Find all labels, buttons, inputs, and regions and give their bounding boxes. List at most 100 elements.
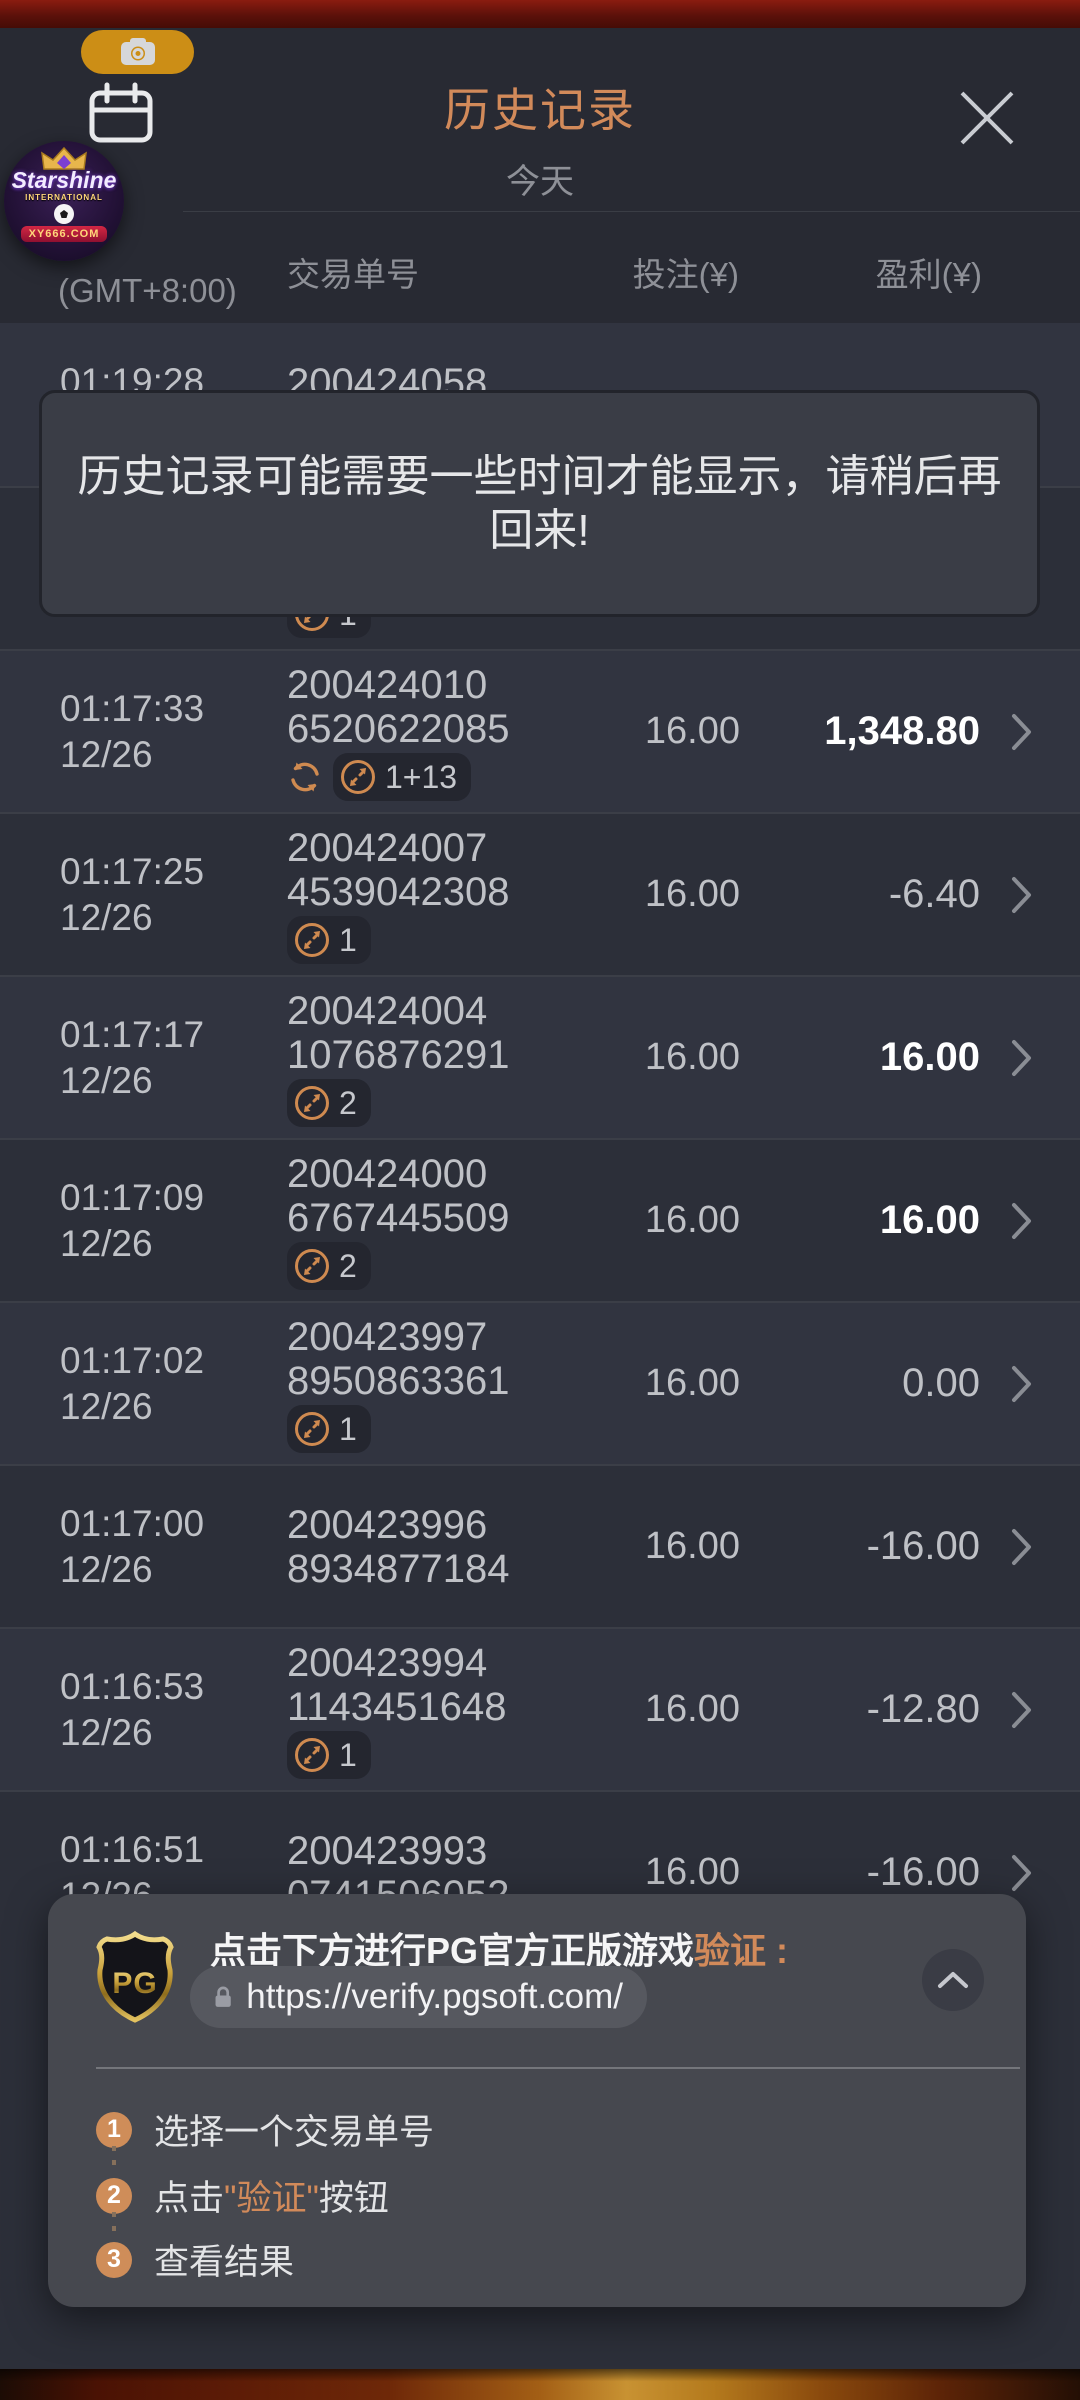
bonus-count-badge: 1 [287,1730,371,1779]
chevron-right-icon [1012,1528,1031,1565]
logo-ribbon: XY666.COM [20,226,108,242]
calendar-icon [89,82,153,143]
replay-icon [291,762,319,791]
chevron-right-icon [1012,1854,1031,1891]
row-bet-amount: 16.00 [644,1036,740,1078]
row-bet-amount: 16.00 [644,1688,740,1730]
toast-text-line2: 回来! [489,505,590,555]
panel-divider [96,2067,1020,2069]
bonus-count-badge: 1 [287,915,371,964]
column-bet: 投注(¥) [632,256,739,293]
verify-url: https://verify.pgsoft.com/ [246,1977,623,2016]
close-icon [960,91,1014,145]
chevron-right-icon [1012,1202,1031,1239]
bonus-count-badge: 1+13 [333,752,472,801]
row-bet-amount: 16.00 [644,1851,740,1893]
step-number-badge: 1 [96,2111,132,2148]
row-transaction-id: 200423994 1143451648 1 [287,1629,507,1790]
history-row[interactable]: 01:17:25 12/26 200424007 4539042308 [0,812,1080,975]
row-transaction-id: 200423997 8950863361 1 [287,1303,509,1464]
page-title: 历史记录 [444,84,636,136]
bonus-count-badge: 1 [287,1404,371,1453]
screenshot-button[interactable] [81,30,194,74]
verify-step-3: 3 查看结果 [96,2234,294,2285]
collapse-panel-button[interactable] [922,1949,984,2011]
row-time: 01:17:00 12/26 [60,1502,205,1590]
row-transaction-id: 200424004 1076876291 2 [287,977,509,1138]
top-red-strip [0,0,1080,28]
row-profit-amount: -6.40 [888,872,980,916]
row-profit-amount: -16.00 [866,1850,980,1894]
history-delay-toast: 历史记录可能需要一些时间才能显示，请稍后再 回来! [39,390,1040,617]
history-row[interactable]: 01:16:53 12/26 200423994 1143451648 [0,1627,1080,1790]
bonus-count-badge: 2 [287,1078,371,1127]
chevron-up-icon [938,1972,968,1988]
bonus-count-badge: 2 [287,1241,371,1290]
row-bet-amount: 16.00 [644,1525,740,1567]
row-time: 01:17:17 12/26 [60,1013,205,1101]
row-profit-amount: 0.00 [902,1361,980,1405]
row-bet-amount: 16.00 [644,1362,740,1404]
row-time: 01:17:33 12/26 [60,687,205,775]
row-time: 01:17:09 12/26 [60,1176,205,1264]
row-bet-amount: 16.00 [644,873,740,915]
column-transaction-id: 交易单号 [287,256,419,293]
chevron-right-icon [1012,1365,1031,1402]
row-profit-amount: -12.80 [866,1687,980,1731]
page-subtitle: 今天 [506,163,574,201]
step-connector-dots [112,2212,116,2234]
row-transaction-id: 200423996 8934877184 [287,1502,510,1591]
step-number-badge: 3 [96,2241,132,2278]
pg-verify-panel: PG 点击下方进行PG官方正版游戏验证 : https://verify.pgs… [48,1894,1026,2307]
row-profit-amount: -16.00 [866,1524,980,1568]
row-time: 01:17:25 12/26 [60,850,205,938]
verify-step-2: 2 点击"验证"按钮 [96,2170,389,2221]
transfer-icon [295,922,329,957]
verify-heading-accent: 验证 : [694,1930,789,1971]
row-transaction-id: 200424007 4539042308 1 [287,814,509,975]
verify-url-button[interactable]: https://verify.pgsoft.com/ [190,1966,647,2028]
history-row[interactable]: 01:17:33 12/26 200424010 6520622085 [0,649,1080,812]
site-logo: Starshine INTERNATIONAL XY666.COM [4,141,124,261]
row-time: 01:16:53 12/26 [60,1665,205,1753]
row-transaction-id: 200424010 6520622085 [287,651,509,812]
transfer-icon [295,1248,329,1283]
step-number-badge: 2 [96,2177,132,2214]
crown-icon [41,147,87,170]
row-bet-amount: 16.00 [644,1199,740,1241]
verify-step-1: 1 选择一个交易单号 [96,2104,434,2155]
date-picker-button[interactable] [88,82,154,144]
step-connector-dots [112,2146,116,2168]
row-bet-amount: 16.00 [644,710,740,752]
step-accent: "验证" [224,2179,319,2218]
chevron-right-icon [1012,713,1031,750]
logo-name: Starshine [11,167,117,193]
logo-subtitle: INTERNATIONAL [25,193,103,202]
history-row[interactable]: 01:17:09 12/26 200424000 6767445509 [0,1138,1080,1301]
column-profit: 盈利(¥) [875,256,982,293]
transfer-icon [295,1411,329,1446]
step-text: 点击"验证"按钮 [154,2179,389,2218]
step-text: 查看结果 [154,2243,295,2282]
column-timezone: (GMT+8:00) [58,272,237,309]
transfer-icon [295,1085,329,1120]
close-button[interactable] [935,63,1039,173]
transfer-icon [341,759,375,794]
table-header: (GMT+8:00) 交易单号 投注(¥) 盈利(¥) [0,212,1080,323]
chevron-right-icon [1012,1039,1031,1076]
row-time: 01:17:02 12/26 [60,1339,205,1427]
history-row[interactable]: 01:17:02 12/26 200423997 8950863361 [0,1301,1080,1464]
step-text: 选择一个交易单号 [154,2113,435,2152]
soccer-ball-icon [54,204,74,224]
history-row[interactable]: 01:17:17 12/26 200424004 1076876291 [0,975,1080,1138]
pg-shield-logo: PG [96,1930,174,2023]
pg-shield-label: PG [112,1967,157,2000]
lock-icon [215,1986,231,2007]
toast-text-line1: 历史记录可能需要一些时间才能显示，请稍后再 [77,451,1002,501]
bottom-game-background-strip [0,2369,1080,2400]
history-row[interactable]: 01:17:00 12/26 200423996 8934877184 16.0… [0,1464,1080,1627]
transfer-icon [295,1737,329,1772]
row-profit-amount: 1,348.80 [824,709,980,753]
verify-heading: 点击下方进行PG官方正版游戏验证 : [210,1930,789,1971]
chevron-right-icon [1012,876,1031,913]
